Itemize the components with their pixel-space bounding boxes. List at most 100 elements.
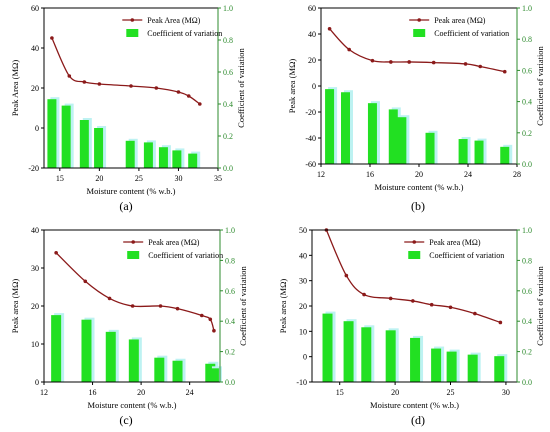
y-tick-label: 20: [31, 302, 39, 311]
x-axis-title: Moisture content (% w.b.): [375, 182, 464, 192]
line-point: [429, 302, 434, 307]
legend-line-marker: [412, 240, 417, 244]
line-point: [411, 299, 415, 303]
legend-bar-swatch: [408, 251, 421, 259]
bar: [172, 360, 183, 382]
x-tick-label: 12: [40, 388, 48, 397]
y2-tick-label: 0.8: [223, 36, 233, 45]
bar: [341, 92, 350, 164]
line-point: [212, 328, 216, 333]
line-point: [370, 58, 375, 63]
bar: [94, 128, 104, 168]
line-point: [129, 84, 133, 88]
legend-bar-label: Coefficient of variation: [147, 29, 222, 38]
x-tick-label: 35: [214, 174, 222, 183]
x-tick-label: 28: [513, 170, 521, 179]
bar: [397, 117, 407, 164]
line-point: [67, 74, 72, 78]
bar: [79, 120, 89, 168]
x-tick-label: 20: [391, 388, 399, 397]
y-tick-label: 10: [299, 327, 307, 336]
y-tick-label: 0: [35, 378, 39, 387]
legend-line-label: Peak area (MΩ): [429, 238, 481, 247]
x-tick-label: 24: [464, 170, 472, 179]
y-axis-title: Peak area (MΩ): [287, 59, 297, 114]
line-point: [478, 64, 483, 69]
chart-panel-3: 15 20 25 30 -10 0 10 20 30 40 50 0.0 0.2 0.4 0.6 0.8 1.0…: [278, 226, 545, 427]
series-line: [55, 252, 215, 331]
y-tick-label: 40: [308, 30, 316, 39]
line-point: [50, 36, 54, 40]
y-tick-label: 30: [31, 264, 39, 273]
y2-tick-label: 0.0: [522, 160, 532, 169]
line-point: [463, 62, 468, 66]
y-tick-label: 60: [31, 4, 39, 13]
bar: [51, 315, 62, 382]
y2-axis-title: Coefficient of variation: [535, 265, 545, 345]
y2-tick-label: 0.2: [223, 132, 233, 141]
line-point: [176, 90, 181, 94]
x-tick-label: 20: [415, 170, 423, 179]
bar: [431, 348, 442, 382]
y-tick-label: 20: [31, 84, 39, 93]
x-tick-label: 16: [89, 388, 97, 397]
y2-tick-label: 0.0: [225, 378, 235, 387]
x-axis-title: Moisture content (% w.b.): [88, 400, 177, 410]
x-axis-title: Moisture content (% w.b.): [87, 186, 176, 196]
panel-label: (a): [119, 199, 132, 213]
x-tick-label: 25: [135, 174, 143, 183]
legend-line-marker: [130, 18, 135, 22]
y2-tick-label: 0.8: [522, 256, 532, 265]
line-point: [97, 82, 102, 86]
legend-bar-label: Coefficient of variation: [148, 251, 223, 260]
y2-axis-title: Coefficient of variation: [236, 47, 246, 127]
line-point: [158, 304, 163, 308]
bar: [143, 142, 153, 168]
y-tick-label: 0: [303, 353, 307, 362]
y-tick-label: -60: [305, 160, 316, 169]
y-axis-title: Peak Area (MΩ): [10, 60, 20, 117]
y-tick-label: 10: [31, 340, 39, 349]
line-point: [344, 273, 349, 278]
x-tick-label: 15: [336, 388, 344, 397]
y2-tick-label: 0.4: [522, 98, 532, 107]
legend-bar-swatch: [126, 29, 139, 37]
y2-tick-label: 0.8: [225, 256, 235, 265]
y2-tick-label: 0.2: [225, 348, 235, 357]
y-tick-label: 0: [312, 82, 316, 91]
line-point: [107, 296, 112, 301]
y-tick-label: 50: [299, 226, 307, 235]
y2-tick-label: 0.4: [225, 317, 235, 326]
bar: [367, 103, 377, 164]
line-point: [502, 69, 507, 74]
y2-tick-label: 1.0: [522, 226, 532, 235]
y2-tick-label: 0.0: [223, 164, 233, 173]
bar: [446, 351, 457, 382]
line-point: [431, 60, 436, 65]
bar: [388, 109, 398, 164]
y-axis-title: Peak area (MΩ): [10, 279, 20, 334]
bar: [410, 337, 421, 382]
legend-bar-swatch: [413, 29, 426, 37]
bar: [361, 327, 372, 382]
series-line: [51, 37, 201, 105]
x-tick-label: 12: [317, 170, 325, 179]
x-tick-label: 30: [174, 174, 182, 183]
line-point: [208, 317, 213, 322]
bar: [385, 330, 396, 382]
x-tick-label: 20: [95, 174, 103, 183]
line-point: [389, 60, 393, 64]
bar: [158, 147, 168, 168]
legend-bar-swatch: [127, 251, 140, 259]
y2-tick-label: 0.8: [522, 35, 532, 44]
x-tick-label: 16: [366, 170, 374, 179]
line-point: [130, 304, 135, 308]
y-tick-label: 60: [308, 4, 316, 13]
chart-panel-0: 15 20 25 30 35 -20 0 20 40 60 0.0 0.2 0.4 0.6 0.8 1.0 Mo…: [10, 4, 246, 213]
x-tick-label: 25: [447, 388, 455, 397]
line-point: [498, 320, 503, 325]
y2-tick-label: 0.6: [522, 287, 532, 296]
x-tick-label: 24: [186, 388, 194, 397]
bar: [500, 146, 510, 164]
y-tick-label: 0: [35, 124, 39, 133]
